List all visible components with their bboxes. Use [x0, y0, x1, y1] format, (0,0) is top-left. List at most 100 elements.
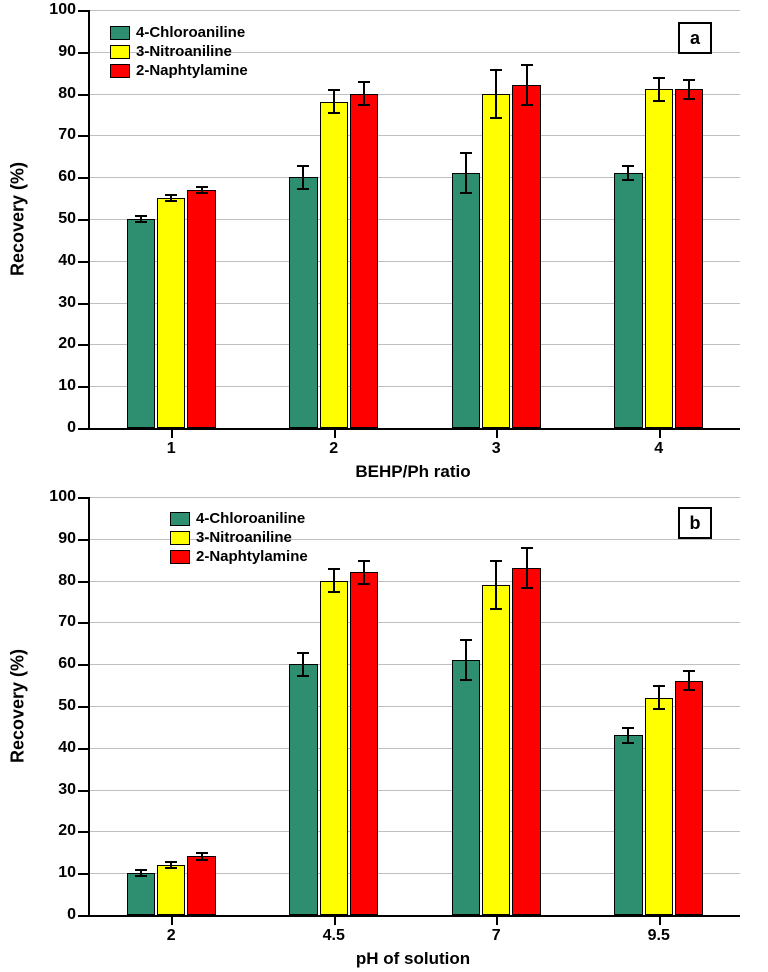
error-bar [363, 81, 365, 106]
bar-s2 [157, 198, 185, 428]
grid-line [90, 497, 740, 498]
x-tick [496, 430, 498, 438]
y-tick-label: 0 [67, 419, 76, 437]
x-tick-label: 1 [167, 440, 176, 458]
bar-s2 [645, 698, 673, 915]
error-bar [170, 194, 172, 202]
y-tick [78, 622, 88, 624]
y-tick-label: 70 [58, 613, 76, 631]
x-tick [496, 917, 498, 925]
legend-item: 3-Nitroaniline [110, 43, 248, 60]
x-tick [659, 430, 661, 438]
bar-s3 [675, 681, 703, 915]
x-tick-label: 3 [492, 440, 501, 458]
bar-s3 [350, 572, 378, 915]
grid-line [90, 664, 740, 665]
y-tick [78, 539, 88, 541]
panel-tag-a: a [678, 22, 712, 54]
bar-s1 [452, 173, 480, 428]
legend-swatch [170, 512, 190, 526]
error-bar [627, 165, 629, 182]
y-tick [78, 915, 88, 917]
error-bar [333, 89, 335, 114]
error-bar [140, 869, 142, 877]
bar-s1 [127, 873, 155, 915]
bar-s3 [187, 856, 215, 915]
y-tick-label: 40 [58, 739, 76, 757]
y-tick [78, 428, 88, 430]
legend-item: 4-Chloroaniline [170, 510, 308, 527]
y-tick [78, 831, 88, 833]
error-bar [170, 861, 172, 869]
legend-swatch [110, 45, 130, 59]
y-tick-label: 50 [58, 210, 76, 228]
error-bar [658, 77, 660, 102]
grid-line [90, 10, 740, 11]
x-axis-label: BEHP/Ph ratio [355, 462, 470, 482]
bar-s3 [512, 568, 540, 915]
y-tick [78, 748, 88, 750]
legend-swatch [170, 531, 190, 545]
legend-item: 2-Naphtylamine [170, 548, 308, 565]
y-tick-label: 20 [58, 822, 76, 840]
grid-line [90, 135, 740, 136]
y-tick-label: 20 [58, 335, 76, 353]
y-tick [78, 52, 88, 54]
bar-s3 [675, 89, 703, 428]
error-bar [688, 79, 690, 100]
y-tick [78, 303, 88, 305]
error-bar [526, 64, 528, 106]
error-bar [495, 69, 497, 119]
legend-label: 2-Naphtylamine [136, 62, 248, 79]
x-tick-label: 2 [329, 440, 338, 458]
y-tick-label: 60 [58, 655, 76, 673]
x-tick-label: 4.5 [323, 927, 345, 945]
bar-s2 [157, 865, 185, 915]
y-tick [78, 135, 88, 137]
y-tick-label: 90 [58, 530, 76, 548]
legend-swatch [170, 550, 190, 564]
error-bar [465, 639, 467, 681]
y-tick [78, 664, 88, 666]
y-tick [78, 94, 88, 96]
x-tick [171, 917, 173, 925]
grid-line [90, 706, 740, 707]
error-bar [627, 727, 629, 744]
bar-s2 [482, 94, 510, 428]
bar-s2 [482, 585, 510, 915]
error-bar [465, 152, 467, 194]
y-tick-label: 100 [49, 488, 76, 506]
legend-label: 2-Naphtylamine [196, 548, 308, 565]
y-tick-label: 100 [49, 1, 76, 19]
y-tick [78, 873, 88, 875]
grid-line [90, 581, 740, 582]
y-tick-label: 30 [58, 294, 76, 312]
x-tick [334, 430, 336, 438]
y-tick-label: 60 [58, 168, 76, 186]
y-tick [78, 497, 88, 499]
bar-s1 [127, 219, 155, 428]
legend-label: 3-Nitroaniline [136, 43, 232, 60]
y-tick-label: 90 [58, 43, 76, 61]
x-tick-label: 9.5 [648, 927, 670, 945]
bar-s1 [614, 173, 642, 428]
error-bar [526, 547, 528, 589]
y-tick-label: 10 [58, 377, 76, 395]
y-tick [78, 386, 88, 388]
y-tick [78, 261, 88, 263]
bar-s2 [320, 581, 348, 915]
legend-a: 4-Chloroaniline3-Nitroaniline2-Naphtylam… [110, 24, 248, 81]
legend-label: 3-Nitroaniline [196, 529, 292, 546]
grid-line [90, 94, 740, 95]
y-tick-label: 0 [67, 906, 76, 924]
bar-s1 [614, 735, 642, 915]
bar-s2 [645, 89, 673, 428]
bar-s3 [187, 190, 215, 428]
panel-tag-b: b [678, 507, 712, 539]
x-tick [171, 430, 173, 438]
error-bar [201, 852, 203, 860]
legend-b: 4-Chloroaniline 3-Nitroaniline 2-Naphtylam… [170, 510, 308, 567]
y-tick [78, 344, 88, 346]
y-tick [78, 177, 88, 179]
y-tick [78, 790, 88, 792]
